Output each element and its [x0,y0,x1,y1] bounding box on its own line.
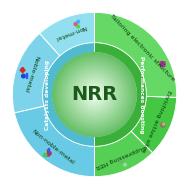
Circle shape [69,69,120,120]
Text: Tailoring electronic structure: Tailoring electronic structure [109,14,176,82]
Wedge shape [131,96,177,153]
Wedge shape [43,43,94,146]
Circle shape [160,64,161,65]
Circle shape [54,54,135,135]
Circle shape [161,123,165,127]
Circle shape [160,62,161,63]
Polygon shape [47,149,52,157]
Circle shape [53,53,136,136]
Wedge shape [94,43,146,146]
Circle shape [62,62,127,127]
Text: Catalysts developing: Catalysts developing [45,59,50,130]
Circle shape [71,71,118,118]
Circle shape [86,86,103,103]
Circle shape [76,76,113,113]
Circle shape [163,123,165,125]
Circle shape [77,25,80,28]
Circle shape [60,60,129,129]
Circle shape [82,82,107,107]
Circle shape [164,62,165,63]
Circle shape [78,78,111,111]
Circle shape [61,61,128,128]
Wedge shape [14,106,94,177]
Circle shape [83,83,106,106]
Circle shape [85,85,104,104]
Circle shape [55,55,134,134]
Circle shape [57,57,132,132]
Circle shape [89,89,100,100]
Circle shape [121,160,124,163]
Wedge shape [40,12,94,56]
Text: NRR: NRR [71,85,118,104]
Polygon shape [19,67,26,74]
Circle shape [124,163,126,166]
Circle shape [79,79,110,110]
Wedge shape [12,33,60,113]
Circle shape [164,64,165,65]
Circle shape [64,64,125,125]
Circle shape [88,88,101,101]
Circle shape [162,62,163,63]
Bar [71,29,76,30]
Circle shape [77,20,80,23]
Text: Non-metal: Non-metal [54,24,87,40]
Circle shape [68,68,121,121]
Text: Enriching active sites: Enriching active sites [140,89,172,153]
Circle shape [72,72,117,117]
Text: Non-noble-metal: Non-noble-metal [31,129,75,165]
Circle shape [58,58,131,131]
Circle shape [75,75,114,114]
Circle shape [67,67,122,122]
Text: Suppressing HER: Suppressing HER [94,144,146,169]
Circle shape [74,74,115,115]
Circle shape [74,22,77,26]
Text: Noble-metal: Noble-metal [22,55,39,94]
Wedge shape [94,12,177,97]
Circle shape [162,65,163,67]
Bar [48,149,49,153]
Text: Performances boosting: Performances boosting [139,56,144,133]
Circle shape [160,65,161,67]
Bar [26,73,27,78]
Circle shape [81,81,108,108]
Circle shape [164,65,165,67]
Circle shape [43,153,47,157]
Circle shape [90,90,99,99]
Circle shape [93,93,96,96]
Circle shape [65,65,124,124]
Circle shape [92,92,97,97]
Wedge shape [94,131,153,177]
Circle shape [22,74,25,78]
Circle shape [162,64,163,65]
